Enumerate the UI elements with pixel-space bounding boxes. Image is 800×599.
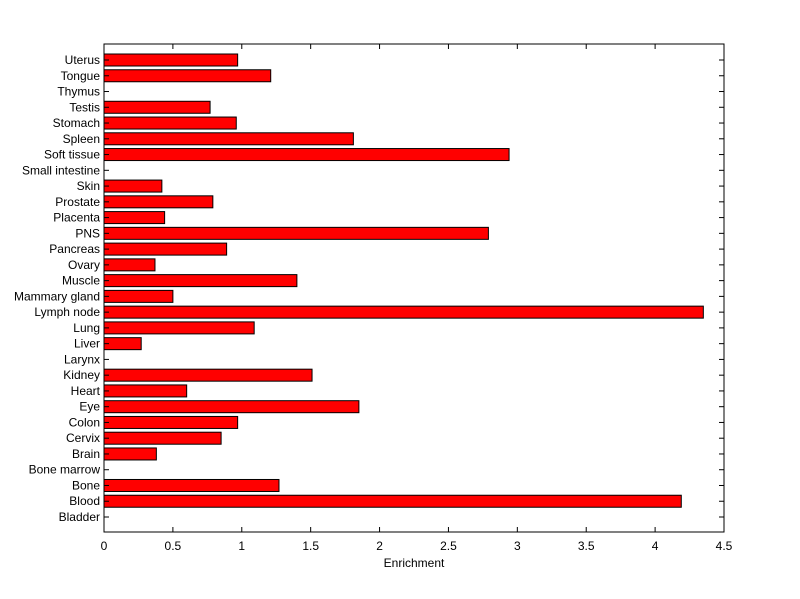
category-label: Brain bbox=[72, 447, 100, 461]
category-label: Bone bbox=[72, 478, 100, 492]
bar bbox=[103, 53, 239, 67]
x-axis-label: Enrichment bbox=[384, 556, 445, 570]
x-tick-label: 0 bbox=[101, 539, 108, 553]
category-label: Bone marrow bbox=[29, 463, 101, 477]
category-label: Stomach bbox=[53, 116, 100, 130]
category-label: Lung bbox=[73, 321, 100, 335]
ticks-group bbox=[103, 44, 725, 532]
category-label: Muscle bbox=[62, 274, 100, 288]
bar bbox=[103, 368, 313, 382]
category-label: Colon bbox=[69, 415, 100, 429]
bar bbox=[103, 179, 163, 193]
bar bbox=[103, 274, 298, 288]
bar bbox=[103, 148, 510, 162]
bar bbox=[103, 321, 255, 335]
category-label: Placenta bbox=[53, 211, 100, 225]
bar bbox=[103, 100, 211, 114]
bar bbox=[103, 447, 157, 461]
plot-frame bbox=[103, 43, 725, 533]
category-label: Pancreas bbox=[49, 242, 100, 256]
bar bbox=[103, 116, 237, 130]
x-tick-label: 1.5 bbox=[302, 539, 319, 553]
x-tick-label: 3.5 bbox=[578, 539, 595, 553]
bar bbox=[103, 478, 280, 492]
x-tick-label: 1 bbox=[238, 539, 245, 553]
category-label: Spleen bbox=[63, 132, 100, 146]
category-label: Small intestine bbox=[22, 163, 100, 177]
x-tick-label: 0.5 bbox=[165, 539, 182, 553]
bar bbox=[103, 431, 222, 445]
category-label: Soft tissue bbox=[44, 148, 100, 162]
x-tick-label: 2.5 bbox=[440, 539, 457, 553]
x-tick-label: 3 bbox=[514, 539, 521, 553]
bar bbox=[103, 195, 214, 209]
x-tick-label: 2 bbox=[376, 539, 383, 553]
category-label: Kidney bbox=[63, 368, 100, 382]
bar bbox=[103, 258, 156, 272]
category-label: Mammary gland bbox=[14, 289, 100, 303]
bar bbox=[103, 289, 174, 303]
category-label: Lymph node bbox=[34, 305, 100, 319]
category-label: PNS bbox=[75, 226, 100, 240]
category-label: Blood bbox=[69, 494, 100, 508]
bar bbox=[103, 384, 188, 398]
category-label: Heart bbox=[71, 384, 101, 398]
bar bbox=[103, 305, 704, 319]
x-tick-label: 4.5 bbox=[716, 539, 733, 553]
category-label: Testis bbox=[69, 100, 100, 114]
category-label: Tongue bbox=[61, 69, 101, 83]
bar bbox=[103, 494, 682, 508]
category-label: Uterus bbox=[65, 53, 100, 67]
x-tick-label: 4 bbox=[652, 539, 659, 553]
bar bbox=[103, 132, 354, 146]
category-label: Thymus bbox=[57, 85, 100, 99]
x-tick-labels-group: 0 0.5 1 1.5 2 2.5 3 3.5 4 4.5 bbox=[101, 539, 733, 553]
bar bbox=[103, 242, 228, 256]
category-label: Prostate bbox=[55, 195, 100, 209]
bar bbox=[103, 337, 142, 351]
category-label: Larynx bbox=[64, 352, 100, 366]
category-label: Cervix bbox=[66, 431, 100, 445]
category-label: Ovary bbox=[68, 258, 100, 272]
bar bbox=[103, 226, 489, 240]
category-label: Eye bbox=[79, 400, 100, 414]
category-label: Liver bbox=[74, 337, 100, 351]
bar bbox=[103, 415, 239, 429]
category-label: Bladder bbox=[59, 510, 100, 524]
bar bbox=[103, 400, 360, 414]
bar bbox=[103, 211, 166, 225]
bar bbox=[103, 69, 272, 83]
category-label: Skin bbox=[77, 179, 100, 193]
